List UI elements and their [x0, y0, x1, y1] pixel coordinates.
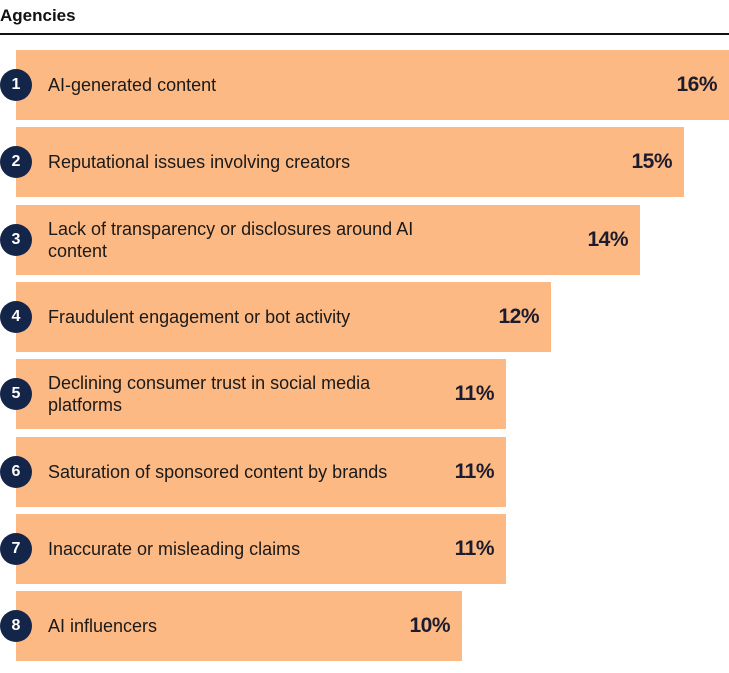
category-label: AI-generated content: [48, 75, 217, 95]
bar: [16, 127, 684, 197]
bar-row: 5 Declining consumer trust in social medi…: [0, 359, 729, 429]
data-label: 11%: [454, 382, 495, 405]
data-label: 14%: [587, 228, 628, 251]
category-label: Inaccurate or misleading claims: [48, 539, 301, 559]
bar-row: 1 AI-generated content 16%: [0, 50, 729, 120]
bar-row: 6 Saturation of sponsored content by bran…: [0, 437, 729, 507]
rank-badge: 1: [0, 69, 32, 101]
rank-badge: 6: [0, 456, 32, 488]
chart-title: Agencies: [0, 6, 76, 25]
bar: [16, 437, 506, 507]
rank-badge: 2: [0, 146, 32, 178]
bar-row: 7 Inaccurate or misleading claims 11%: [0, 514, 729, 584]
category-label: Declining consumer trust in social media…: [48, 373, 371, 415]
rank-badge: 3: [0, 224, 32, 256]
bar: [16, 359, 506, 429]
bar-row: 4 Fraudulent engagement or bot activity 12…: [0, 282, 729, 352]
data-label: 11%: [454, 460, 495, 483]
data-label: 11%: [454, 537, 495, 560]
rank-badge: 8: [0, 610, 32, 642]
bar: [16, 514, 506, 584]
data-label: 12%: [498, 305, 539, 328]
bar: [16, 205, 640, 275]
data-label: 15%: [631, 150, 672, 173]
bar: [16, 50, 729, 120]
data-label: 10%: [409, 614, 450, 637]
category-label: Lack of transparency or disclosures arou…: [48, 219, 414, 261]
bar: [16, 282, 551, 352]
category-label: AI influencers: [48, 616, 158, 636]
rank-badge: 5: [0, 378, 32, 410]
category-label: Reputational issues involving creators: [48, 152, 351, 172]
rank-badge: 4: [0, 301, 32, 333]
title-rule: [0, 33, 729, 35]
bar-row: 2 Reputational issues involving creators 1…: [0, 127, 729, 197]
bar-row: 8 AI influencers 10%: [0, 591, 729, 661]
category-label: Saturation of sponsored content by brand…: [48, 462, 388, 482]
bar-row: 3 Lack of transparency or disclosures aro…: [0, 205, 729, 275]
rank-badge: 7: [0, 533, 32, 565]
category-label: Fraudulent engagement or bot activity: [48, 307, 351, 327]
data-label: 16%: [676, 73, 717, 96]
bar: [16, 591, 462, 661]
